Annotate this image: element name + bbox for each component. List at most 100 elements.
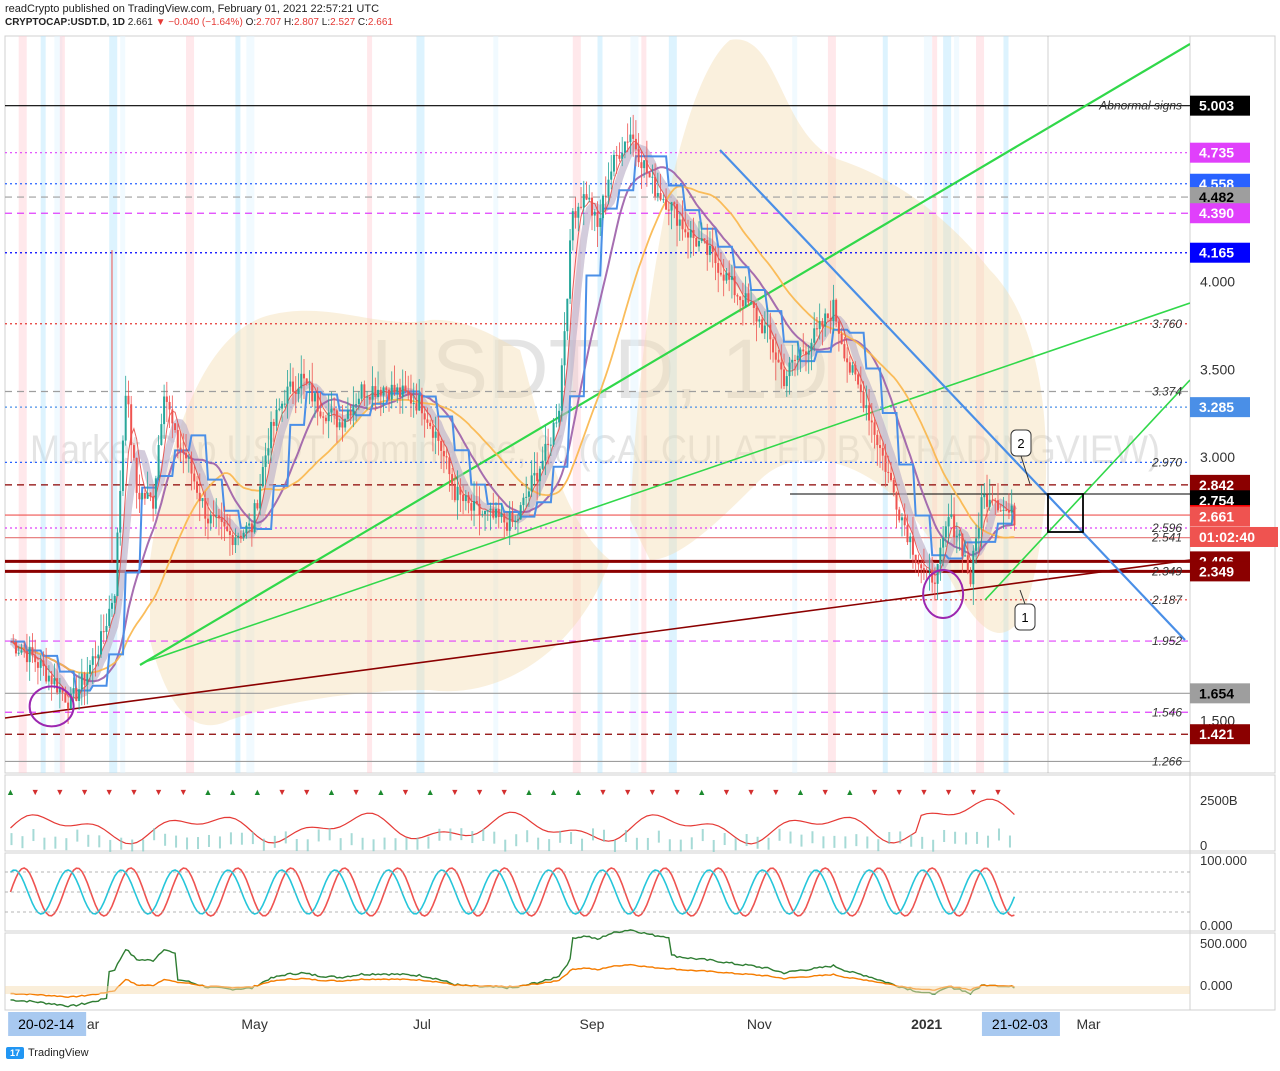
candle-body xyxy=(711,245,714,252)
volume-bar xyxy=(416,837,419,850)
volume-bar xyxy=(504,839,507,852)
candle-body xyxy=(848,362,851,373)
candle-body xyxy=(357,398,360,405)
candle-body xyxy=(851,365,854,373)
pane-tick: 500.000 xyxy=(1200,936,1247,951)
candle-body xyxy=(651,176,654,178)
candle-body xyxy=(667,209,670,211)
candle-body xyxy=(643,160,646,169)
candle-body xyxy=(302,373,305,379)
candle-body xyxy=(571,211,574,241)
symbol-ohlc-line: CRYPTOCAP:USDT.D, 1D 2.661 ▼ −0.040 (−1.… xyxy=(5,17,393,28)
candle-body xyxy=(204,498,207,519)
volume-bar xyxy=(361,837,364,850)
tradingview-logo[interactable]: 17 TradingView xyxy=(6,1047,89,1059)
candle-body xyxy=(83,673,86,685)
candle-body xyxy=(892,480,895,493)
signal-marker: ▼ xyxy=(648,787,657,797)
candle-body xyxy=(599,218,602,227)
pattern-label-pointer xyxy=(1019,589,1026,605)
candle-body xyxy=(873,422,876,435)
volume-bar xyxy=(87,834,90,847)
price-change: ▼ −0.040 (−1.64%) xyxy=(155,17,243,28)
volume-bar xyxy=(427,836,430,849)
volume-bar xyxy=(833,835,836,848)
candle-body xyxy=(100,631,103,655)
candle-body xyxy=(843,344,846,359)
candle-body xyxy=(541,460,544,469)
candle-body xyxy=(670,202,673,211)
candle-body xyxy=(717,263,720,273)
candle-body xyxy=(980,497,983,529)
signal-band xyxy=(18,36,27,773)
candle-body xyxy=(530,475,533,492)
main-pane-frame xyxy=(4,35,1276,774)
candle-body xyxy=(256,503,259,509)
signal-marker: ▲ xyxy=(253,787,262,797)
candle-body xyxy=(862,391,865,409)
signal-marker: ▼ xyxy=(179,787,188,797)
volume-bar xyxy=(690,837,693,850)
price-label-box xyxy=(1190,187,1250,208)
candle-body xyxy=(311,383,314,402)
candle-body xyxy=(272,421,275,426)
candle-body xyxy=(297,388,300,395)
volume-bar xyxy=(701,829,704,842)
volume-bar xyxy=(21,836,24,849)
candle-body xyxy=(113,596,116,603)
candle-body xyxy=(245,525,248,533)
candle-body xyxy=(116,532,119,597)
signal-band xyxy=(641,36,647,773)
candle-body xyxy=(700,238,703,241)
candle-body xyxy=(944,526,947,538)
level-annotation: 1.546 xyxy=(1152,705,1182,719)
signal-band xyxy=(186,36,195,773)
volume-pane-frame xyxy=(4,774,1276,852)
symbol-name: CRYPTOCAP:USDT.D, 1D xyxy=(5,17,126,28)
candle-body xyxy=(341,422,344,428)
candle-body xyxy=(12,641,15,643)
volume-bar xyxy=(471,831,474,844)
price-tick: 3.500 xyxy=(1200,361,1235,377)
candle-body xyxy=(807,350,810,355)
candle-body xyxy=(64,692,67,703)
pattern-label: 1 xyxy=(1021,610,1028,625)
candle-body xyxy=(396,387,399,393)
candle-body xyxy=(78,689,81,701)
price-label-box xyxy=(1190,95,1250,116)
candle-body xyxy=(774,352,777,360)
candle-body xyxy=(673,202,676,205)
candle-body xyxy=(917,562,920,565)
candle-body xyxy=(141,492,144,500)
candle-body xyxy=(722,274,725,281)
signal-band xyxy=(827,36,836,773)
candle-body xyxy=(121,440,124,491)
candle-body xyxy=(665,199,668,210)
volume-bar xyxy=(866,836,869,849)
candle-body xyxy=(536,472,539,482)
signal-marker: ▼ xyxy=(278,787,287,797)
candle-body xyxy=(176,430,179,448)
candle-body xyxy=(697,240,700,247)
candle-body xyxy=(1010,505,1013,513)
time-cursor-label: 20-02-14 xyxy=(18,1016,74,1032)
candle-body xyxy=(196,481,199,493)
candle-body xyxy=(305,378,308,384)
candle-body xyxy=(248,523,251,526)
candle-body xyxy=(612,154,615,172)
candle-body xyxy=(209,515,212,524)
candle-body xyxy=(925,569,928,571)
candle-body xyxy=(950,514,953,518)
candle-body xyxy=(412,403,415,405)
candle-body xyxy=(777,359,780,363)
price-label: 2.349 xyxy=(1199,563,1234,579)
time-label: Sep xyxy=(580,1016,605,1032)
close-label: C: xyxy=(357,17,368,28)
candle-body xyxy=(442,450,445,457)
candle-body xyxy=(322,416,325,418)
candle-body xyxy=(39,660,42,668)
candle-body xyxy=(607,179,610,197)
candle-body xyxy=(278,408,281,410)
candle-body xyxy=(484,510,487,515)
